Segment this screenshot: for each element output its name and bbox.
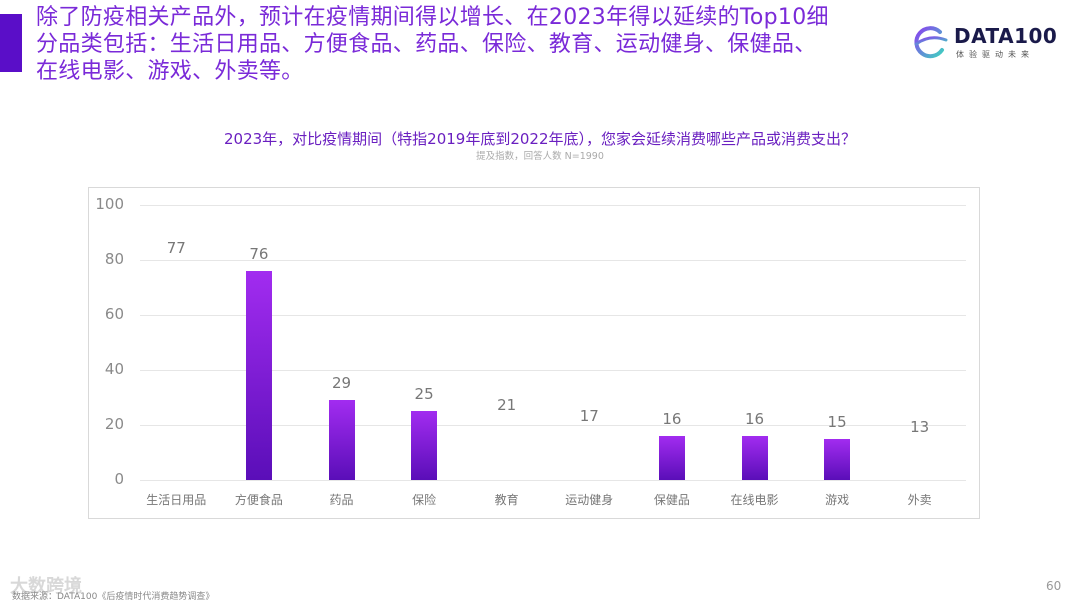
headline-line-3: 在线电影、游戏、外卖等。 (36, 59, 304, 84)
headline-line-2: 分品类包括：生活日用品、方便食品、药品、保险、教育、运动健身、保健品、 (36, 32, 817, 57)
x-tick-label: 运动健身 (565, 493, 614, 507)
x-tick-label: 保险 (412, 493, 437, 507)
headline-line-1: 除了防疫相关产品外，预计在疫情期间得以增长、在2023年得以延续的Top10细 (36, 5, 829, 30)
bar (411, 411, 438, 480)
y-tick-label: 100 (95, 195, 124, 213)
data-label: 13 (910, 418, 930, 436)
gridline (140, 205, 966, 206)
y-tick-label: 80 (104, 250, 124, 268)
chart-title: 2023年，对比疫情期间（特指2019年底到2022年底），您家会延续消费哪些产… (223, 130, 857, 148)
x-tick-label: 生活日用品 (146, 493, 207, 507)
chart-subtitle: 提及指数，回答人数 N=1990 (476, 151, 604, 162)
chart-frame (88, 187, 980, 519)
logo-text: DATA100 (954, 24, 1058, 48)
data-label: 25 (414, 385, 434, 404)
data-label: 16 (662, 410, 682, 428)
bar (328, 400, 355, 480)
headline: 除了防疫相关产品外，预计在疫情期间得以增长、在2023年得以延续的Top10细 … (36, 4, 896, 85)
y-tick-label: 0 (114, 470, 124, 488)
gridline (140, 315, 966, 316)
gridline (140, 260, 966, 261)
data-label: 77 (166, 239, 186, 257)
gridline (140, 425, 966, 426)
gridline (140, 370, 966, 371)
data-label: 76 (249, 245, 269, 263)
accent-bar (0, 14, 22, 72)
logo-tagline: 体验驱动未来 (956, 50, 1034, 59)
watermark: 大数跨境 (10, 576, 82, 597)
data-label: 17 (579, 407, 599, 426)
x-tick-label: 游戏 (825, 493, 850, 507)
data-label: 16 (744, 410, 765, 428)
x-tick-label: 保健品 (653, 493, 690, 507)
plot-area: 77 76 29 25 21 17 16 16 15 13 (140, 205, 966, 481)
data-label: 21 (497, 396, 517, 415)
bar (824, 438, 851, 480)
bar (741, 436, 768, 480)
gridline (140, 480, 966, 481)
logo: DATA100 体验驱动未来 (908, 22, 1058, 62)
bar (245, 271, 272, 480)
x-tick-label: 药品 (329, 493, 354, 507)
y-tick-label: 20 (104, 415, 124, 433)
data-label: 15 (827, 412, 847, 431)
x-tick-label: 在线电影 (730, 493, 779, 507)
globe-logo-icon (914, 26, 948, 59)
page-number: 60 (1046, 579, 1062, 593)
y-tick-label: 40 (104, 360, 124, 378)
y-tick-label: 60 (104, 305, 124, 323)
bar (658, 436, 685, 480)
x-tick-label: 教育 (494, 493, 519, 507)
x-tick-label: 外卖 (907, 493, 932, 507)
source-note: 数据来源：DATA100《后疫情时代消费趋势调查》 (12, 592, 215, 602)
x-tick-label: 方便食品 (234, 493, 283, 507)
data-label: 29 (331, 374, 352, 393)
